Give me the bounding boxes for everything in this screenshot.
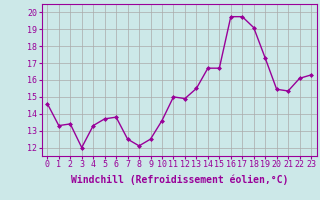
X-axis label: Windchill (Refroidissement éolien,°C): Windchill (Refroidissement éolien,°C) [70, 175, 288, 185]
